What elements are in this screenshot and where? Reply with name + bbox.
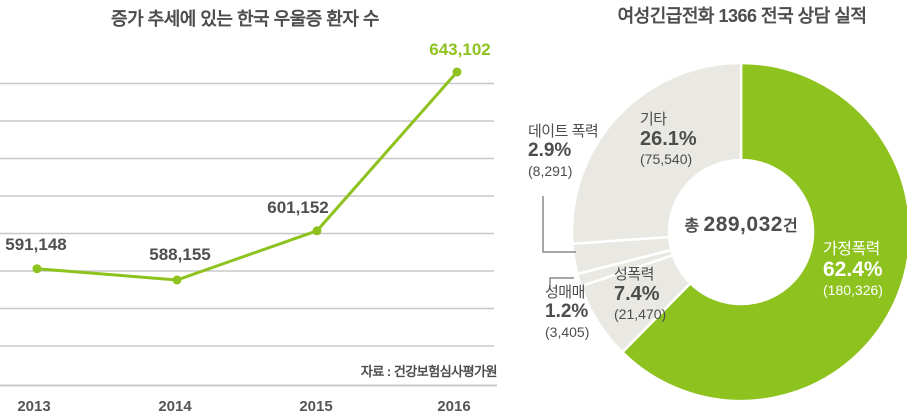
segment-label-dating-violence: 데이트 폭력 2.9% (8,291) — [528, 123, 599, 179]
segment-percent: 7.4% — [614, 283, 660, 305]
segment-label-prostitution: 성매매 1.2% (3,405) — [545, 284, 589, 340]
segment-percent: 1.2% — [545, 301, 589, 322]
segment-count: (180,326) — [823, 282, 883, 298]
total-suffix: 건 — [782, 218, 798, 235]
segment-percent: 62.4% — [823, 258, 883, 281]
x-tick-2014: 2014 — [158, 398, 192, 415]
segment-label-sexual-violence: 성폭력 7.4% (21,470) — [614, 266, 666, 322]
donut-slice-4 — [570, 61, 743, 245]
donut-chart-title: 여성긴급전화 1366 전국 상담 실적 — [617, 6, 867, 26]
segment-name: 성매매 — [545, 284, 585, 301]
segment-count: (8,291) — [528, 163, 573, 179]
segment-label-domestic-violence: 가정폭력 62.4% (180,326) — [823, 240, 883, 298]
segment-count: (21,470) — [614, 306, 667, 322]
total-prefix: 총 — [684, 218, 700, 235]
x-tick-2015: 2015 — [299, 398, 333, 415]
data-label-2016: 643,102 — [429, 40, 491, 59]
line-chart-series — [32, 67, 462, 285]
segment-percent: 26.1% — [640, 128, 697, 150]
x-tick-2016: 2016 — [437, 398, 471, 415]
segment-name: 데이트 폭력 — [528, 123, 599, 140]
segment-name: 기타 — [640, 111, 667, 128]
segment-label-etc: 기타 26.1% (75,540) — [640, 111, 697, 167]
donut-center-total: 총 289,032건 — [684, 212, 797, 237]
segment-count: (75,540) — [640, 151, 693, 167]
data-label-2013: 591,148 — [5, 235, 67, 254]
leader-line-prostitution — [549, 277, 574, 287]
x-tick-2013: 2013 — [17, 398, 51, 415]
data-point-2014 — [172, 275, 182, 285]
data-point-2015 — [312, 226, 322, 236]
line-series-path — [36, 71, 459, 282]
data-point-2016 — [452, 67, 462, 77]
donut-chart — [570, 61, 907, 403]
data-label-2015: 601,152 — [267, 198, 329, 217]
line-chart-gridlines — [0, 82, 497, 387]
segment-name: 가정폭력 — [823, 241, 880, 258]
line-chart-title: 증가 추세에 있는 한국 우울증 환자 수 — [111, 9, 379, 29]
total-value: 289,032 — [703, 213, 783, 236]
leader-line-dating-violence — [542, 196, 576, 253]
data-label-2014: 588,155 — [149, 245, 211, 264]
segment-percent: 2.9% — [528, 140, 572, 161]
donut-slice-0 — [621, 61, 907, 403]
segment-count: (3,405) — [545, 324, 590, 340]
data-point-2013 — [32, 264, 42, 274]
segment-name: 성폭력 — [614, 266, 654, 283]
donut-leader-lines — [542, 196, 576, 287]
source-note: 자료 : 건강보험심사평가원 — [360, 364, 498, 379]
